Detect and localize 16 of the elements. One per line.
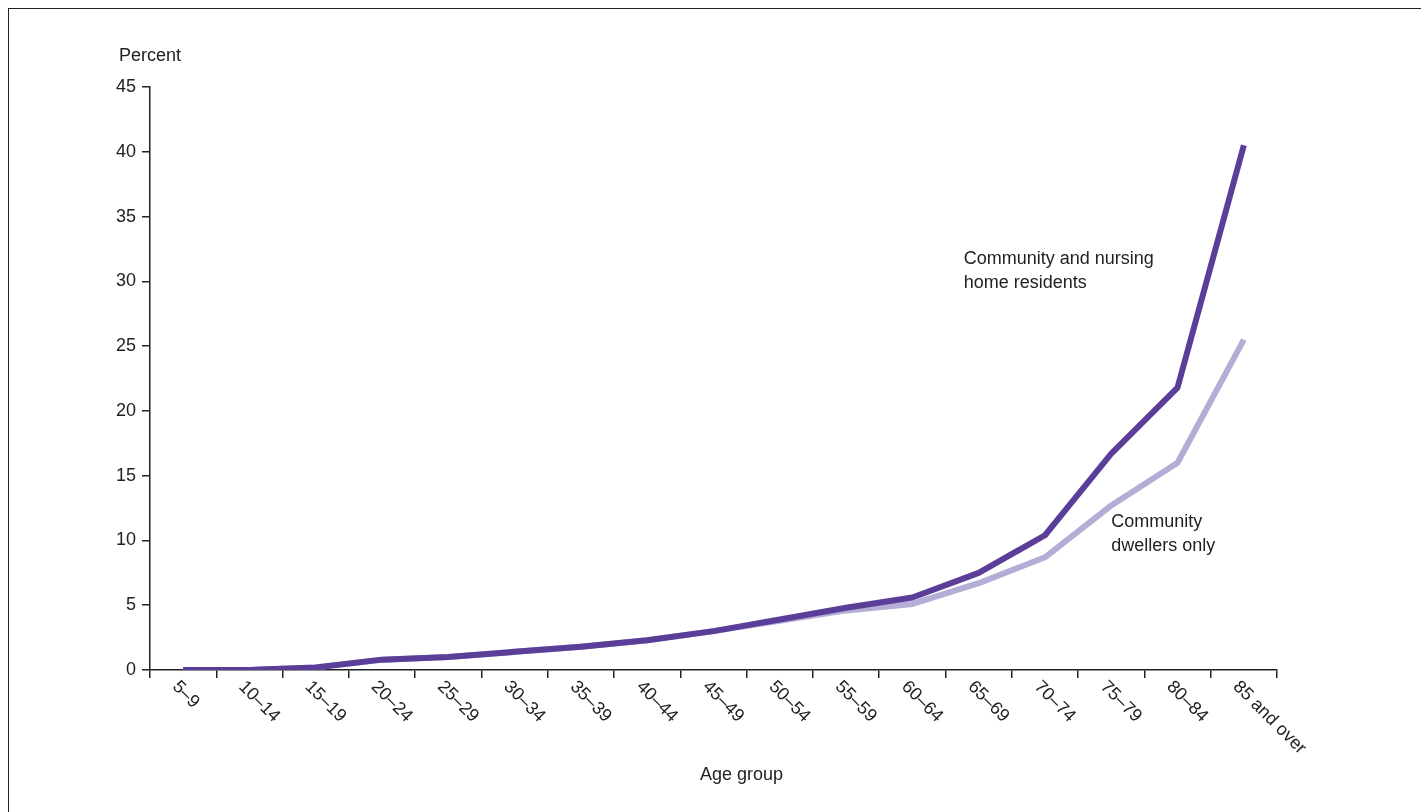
y-tick-label: 5 [125,594,136,615]
series-label: Community dwellers only [1111,510,1216,555]
y-tick-label: 0 [125,658,136,679]
y-tick-label: 10 [115,529,136,550]
y-tick-label: 30 [115,270,136,291]
text: Community and nursing home residents [963,248,1154,293]
y-tick-label: 45 [115,75,136,96]
y-axis-title: Percent [118,44,182,65]
y-tick-label: 20 [115,399,136,420]
x-tick-label: 5–9 [168,676,205,712]
y-tick-label: 15 [115,464,136,485]
y-tick-label: 25 [115,335,136,356]
x-axis-title: Age group [699,763,784,784]
x-tick-label: 85 and over [1229,676,1311,758]
y-tick-label: 40 [115,140,136,161]
y-tick-label: 35 [115,205,136,226]
